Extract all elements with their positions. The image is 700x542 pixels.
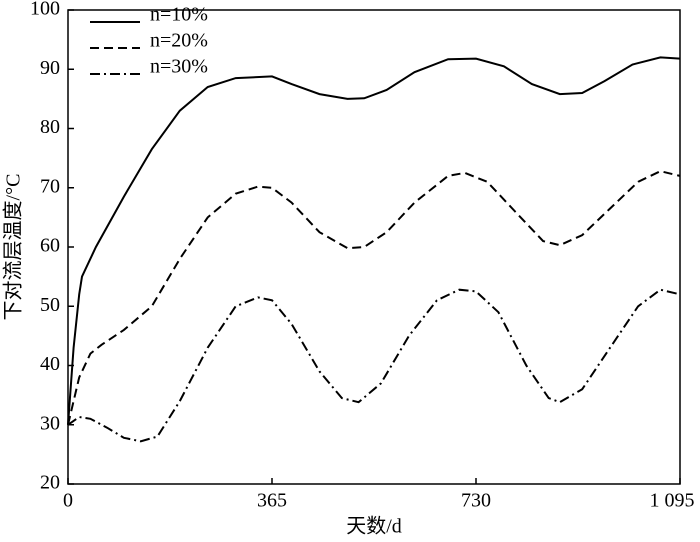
legend-label: n=30% <box>150 56 208 78</box>
y-tick-label: 30 <box>40 412 60 434</box>
series-line <box>67 56 681 425</box>
y-tick-label: 20 <box>40 472 60 494</box>
plot-frame <box>67 9 681 485</box>
x-tick-label: 365 <box>257 490 287 512</box>
y-tick-label: 100 <box>30 0 60 20</box>
series-line <box>67 170 681 426</box>
x-tick-label: 1 095 <box>650 490 695 512</box>
series-line <box>67 288 681 443</box>
x-axis-label: 天数/d <box>346 515 402 538</box>
y-tick-label: 80 <box>40 116 60 138</box>
y-tick-label: 50 <box>40 294 60 316</box>
y-tick-label: 40 <box>40 353 60 375</box>
y-tick-label: 60 <box>40 235 60 257</box>
y-tick-label: 70 <box>40 175 60 197</box>
y-tick-label: 90 <box>40 57 60 79</box>
y-axis-label: 下对流层温度/°C <box>2 174 25 321</box>
legend-label: n=20% <box>150 30 208 52</box>
x-tick-label: 0 <box>63 490 73 512</box>
x-tick-label: 730 <box>461 490 491 512</box>
legend-label: n=10% <box>150 4 208 26</box>
